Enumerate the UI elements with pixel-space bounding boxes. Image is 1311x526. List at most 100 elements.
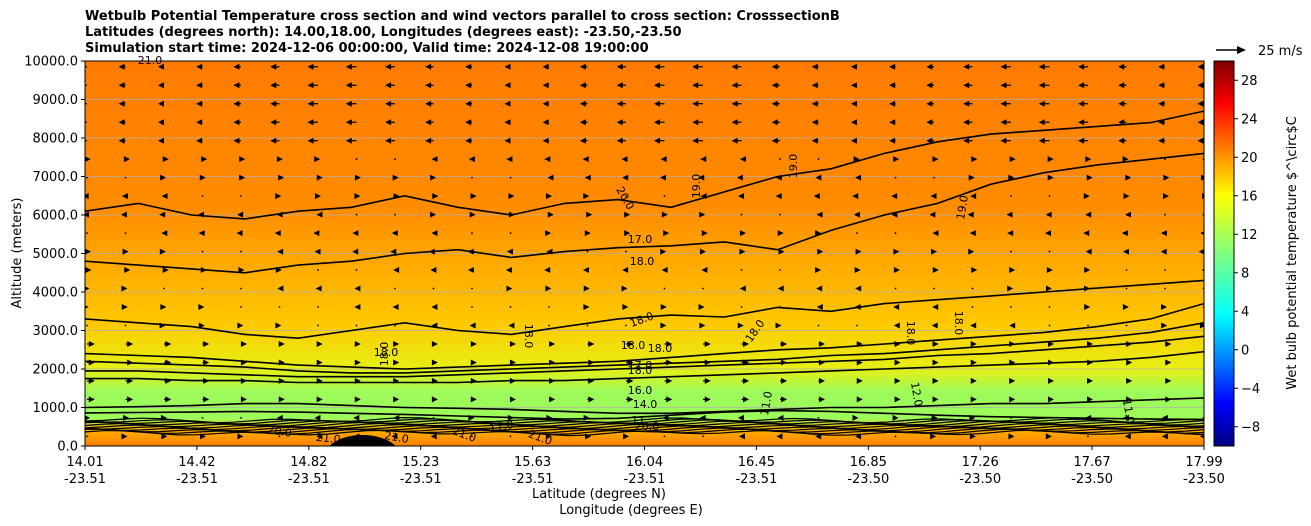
y-tick-label: 1000.0 — [33, 401, 79, 416]
wind-vector — [85, 193, 89, 200]
colorbar-ticks: −8 −4 0 4 8 12 16 20 24 28 — [1234, 74, 1260, 435]
wind-vector — [200, 433, 207, 440]
wind-vector — [240, 377, 247, 384]
quiver-key-label: 25 m/s — [1258, 44, 1303, 59]
wind-vector — [1125, 269, 1128, 271]
wind-vector — [354, 359, 361, 366]
x-tick-label-lat: 17.99 — [1185, 455, 1222, 470]
wind-vector — [817, 248, 824, 255]
wind-vector — [124, 324, 127, 327]
wind-vector — [1199, 434, 1204, 439]
wind-vector — [431, 340, 438, 347]
wind-vector — [850, 119, 857, 126]
wind-vector — [894, 377, 901, 384]
wind-vector — [393, 396, 400, 403]
contour-label: 18.0 — [630, 255, 655, 268]
wind-vector — [817, 158, 820, 161]
wind-vector — [123, 414, 130, 421]
wind-vector — [778, 248, 785, 255]
contour-label: 18.0 — [621, 339, 646, 352]
wind-vector — [1126, 359, 1133, 366]
wind-vector — [270, 82, 277, 89]
contour-label: 11. — [631, 414, 649, 427]
y-tick-label: 0.0 — [57, 440, 78, 455]
wind-vector — [86, 324, 88, 327]
wind-vector — [270, 137, 277, 144]
wind-vector — [1164, 158, 1166, 161]
contour-label: 18.0 — [374, 346, 399, 359]
contour-label: 19.0 — [954, 194, 971, 220]
wind-vector — [1158, 119, 1165, 126]
wind-vector — [345, 63, 352, 70]
wind-vector — [894, 359, 901, 366]
wind-vector — [889, 82, 896, 89]
wind-vector — [666, 340, 673, 347]
wind-vector — [892, 414, 899, 421]
wind-vector — [1048, 250, 1051, 253]
wind-vector — [818, 396, 825, 403]
x-axis-label-lat: Latitude (degrees N) — [532, 487, 666, 502]
wind-vector — [431, 359, 438, 366]
wind-vector — [127, 359, 134, 366]
colorbar-tick-label: 28 — [1241, 74, 1258, 89]
wind-vector — [508, 211, 515, 218]
contour-label: 20.0 — [266, 423, 292, 440]
wind-vector — [425, 137, 432, 144]
wind-vector — [1009, 267, 1016, 274]
wind-vector — [1038, 137, 1045, 144]
wind-vector — [471, 287, 473, 290]
wind-vector — [509, 306, 512, 308]
wind-vector — [278, 306, 281, 308]
wind-vector — [432, 416, 435, 419]
wind-vector — [731, 63, 738, 70]
wind-vector — [542, 82, 549, 89]
wind-vector — [932, 156, 939, 163]
wind-vector — [393, 377, 400, 384]
wind-vector — [432, 287, 435, 290]
wind-vector — [385, 100, 392, 107]
wind-vector — [622, 174, 629, 181]
wind-vector — [278, 396, 285, 403]
wind-vector — [932, 377, 939, 384]
wind-vector — [963, 82, 970, 89]
wind-vector — [1008, 433, 1015, 440]
wind-vector — [1010, 195, 1012, 198]
wind-vector — [385, 82, 392, 89]
wind-vector — [201, 416, 204, 419]
wind-vector — [624, 230, 631, 237]
wind-vector — [970, 377, 977, 384]
wind-vector — [505, 267, 512, 274]
wind-vector — [775, 193, 782, 200]
wind-vector — [196, 100, 203, 107]
wind-vector — [1205, 341, 1211, 347]
contour-label: 17.0 — [628, 233, 653, 246]
wind-vector — [240, 195, 242, 198]
wind-vector — [771, 63, 778, 70]
wind-vector — [345, 100, 352, 107]
wind-vector — [579, 137, 586, 144]
wind-vector — [1087, 324, 1089, 327]
wind-vector — [85, 415, 91, 421]
wind-vector — [355, 269, 358, 271]
wind-vector — [856, 396, 863, 403]
contour-line — [85, 152, 1204, 274]
wind-vector — [698, 174, 705, 181]
wind-vector — [317, 269, 319, 271]
wind-vector — [470, 340, 477, 347]
wind-vector — [663, 195, 666, 198]
wind-vector — [666, 396, 673, 403]
wind-vector — [579, 82, 586, 89]
wind-vector — [430, 267, 437, 274]
wind-vector — [969, 433, 976, 440]
wind-vector — [393, 193, 400, 200]
wind-vector — [853, 211, 860, 218]
wind-vector — [393, 359, 400, 366]
contour-label: 18.0 — [952, 311, 965, 336]
wind-vector — [616, 100, 623, 107]
wind-vector — [85, 248, 92, 255]
wind-vector — [549, 377, 556, 384]
wind-vector — [621, 156, 628, 163]
wind-vector — [692, 119, 699, 126]
wind-vector — [431, 396, 438, 403]
wind-vector — [1205, 396, 1211, 402]
